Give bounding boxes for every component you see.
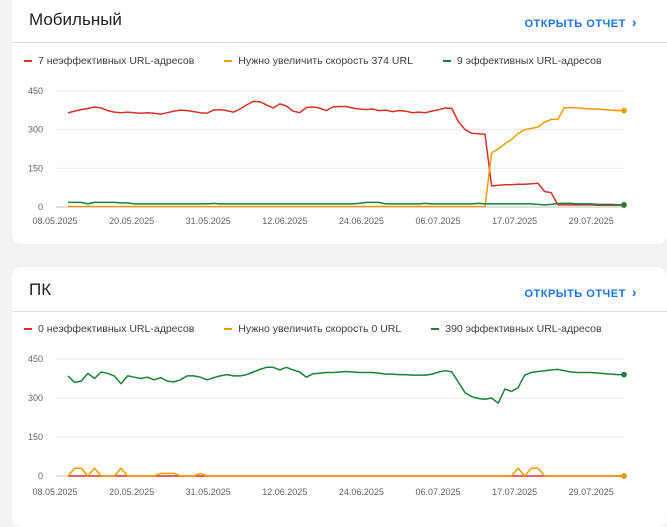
series-end-point	[621, 107, 627, 114]
series-line[interactable]	[68, 201, 624, 206]
x-tick-label: 12.06.2025	[262, 487, 307, 497]
x-tick-label: 20.05.2025	[109, 216, 154, 226]
y-tick-label: 150	[28, 163, 43, 173]
legend-swatch	[442, 60, 451, 62]
chevron-right-icon: ›	[631, 14, 637, 30]
x-tick-label: 17.07.2025	[492, 216, 537, 226]
x-tick-label: 12.06.2025	[262, 216, 307, 226]
series-line[interactable]	[67, 467, 624, 477]
series-end-point	[621, 371, 627, 378]
x-tick-label: 24.06.2025	[339, 487, 384, 497]
y-tick-label: 450	[28, 354, 43, 364]
desktop-line-chart: 450 300 150 0 08.05.2025 20.05.2025 31.05.2025…	[28, 354, 627, 497]
x-tick-label: 29.07.2025	[569, 216, 614, 226]
legend-label: 0 неэффективных URL-адресов	[38, 323, 195, 335]
divider	[12, 311, 667, 312]
y-tick-label: 300	[28, 125, 43, 135]
y-tick-label: 0	[38, 202, 43, 212]
mobile-card: Мобильный ОТКРЫТЬ ОТЧЕТ › 7 неэффективных…	[12, 0, 667, 244]
divider	[12, 42, 667, 43]
legend-label: Нужно увеличить скорость 0 URL	[238, 323, 402, 335]
x-tick-label: 08.05.2025	[32, 216, 77, 226]
legend-swatch	[431, 328, 440, 330]
chevron-right-icon: ›	[631, 284, 637, 300]
x-tick-label: 24.06.2025	[339, 216, 384, 226]
y-tick-label: 0	[38, 471, 43, 481]
x-tick-label: 31.05.2025	[186, 487, 231, 497]
x-tick-label: 31.05.2025	[186, 216, 231, 226]
series-line[interactable]	[67, 366, 624, 404]
card-title: ПК	[29, 280, 52, 299]
legend-swatch	[24, 328, 32, 330]
open-report-link[interactable]: ОТКРЫТЬ ОТЧЕТ ›	[524, 284, 637, 300]
card-title: Мобильный	[29, 10, 122, 29]
legend-item-good[interactable]: 390 эффективных URL-адресов	[431, 323, 602, 335]
legend-label: 390 эффективных URL-адресов	[445, 323, 602, 335]
legend-label: 9 эффективных URL-адресов	[456, 55, 602, 67]
legend-swatch	[224, 60, 233, 62]
y-tick-label: 450	[28, 86, 43, 96]
chart-legend: 0 неэффективных URL-адресов Нужно увелич…	[24, 323, 632, 335]
x-tick-label: 06.07.2025	[415, 216, 460, 226]
chart-legend: 7 неэффективных URL-адресов Нужно увелич…	[24, 55, 632, 67]
legend-item-good[interactable]: 9 эффективных URL-адресов	[442, 55, 602, 67]
desktop-card: ПК ОТКРЫТЬ ОТЧЕТ › 0 неэффективных URL-ад…	[12, 267, 667, 527]
open-report-link[interactable]: ОТКРЫТЬ ОТЧЕТ ›	[524, 14, 637, 30]
x-tick-label: 29.07.2025	[569, 487, 614, 497]
series-line[interactable]	[67, 100, 624, 206]
x-tick-label: 20.05.2025	[109, 487, 154, 497]
open-report-label: ОТКРЫТЬ ОТЧЕТ	[524, 288, 626, 300]
legend-label: Нужно увеличить скорость 374 URL	[238, 55, 413, 67]
legend-item-needs-improvement[interactable]: Нужно увеличить скорость 0 URL	[224, 323, 401, 335]
series-end-point	[621, 473, 627, 479]
y-tick-label: 300	[28, 393, 43, 403]
legend-label: 7 неэффективных URL-адресов	[38, 55, 195, 67]
series-line[interactable]	[68, 106, 624, 208]
x-tick-label: 17.07.2025	[492, 487, 537, 497]
open-report-label: ОТКРЫТЬ ОТЧЕТ	[524, 18, 626, 30]
x-tick-label: 06.07.2025	[415, 487, 460, 497]
y-tick-label: 150	[28, 432, 43, 442]
legend-item-poor[interactable]: 0 неэффективных URL-адресов	[24, 323, 194, 335]
legend-swatch	[224, 328, 233, 330]
legend-item-needs-improvement[interactable]: Нужно увеличить скорость 374 URL	[224, 55, 413, 67]
mobile-line-chart: 450 300 150 0 08.05.2025 20.05.2025 31.05.2025…	[28, 86, 627, 226]
series-end-point	[621, 201, 627, 208]
legend-item-poor[interactable]: 7 неэффективных URL-адресов	[24, 55, 194, 67]
legend-swatch	[24, 60, 32, 62]
x-tick-label: 08.05.2025	[32, 487, 77, 497]
